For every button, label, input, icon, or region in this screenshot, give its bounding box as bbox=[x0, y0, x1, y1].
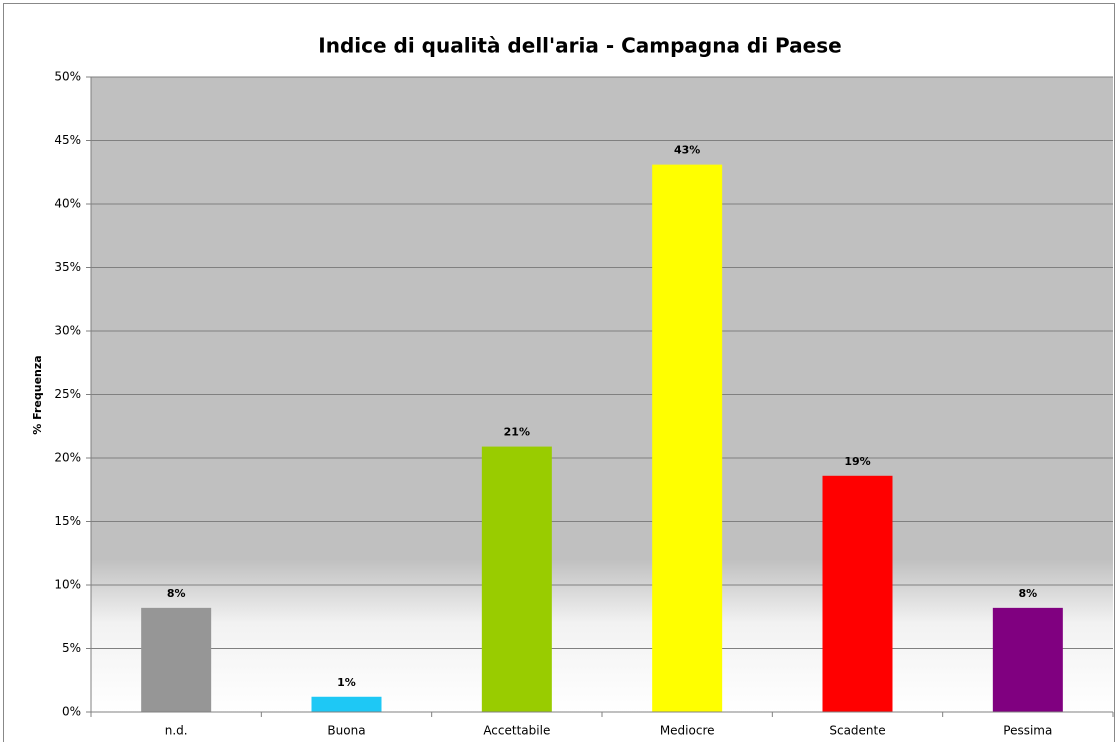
bar bbox=[652, 164, 723, 712]
y-tick-label: 25% bbox=[54, 387, 81, 401]
y-tick-label: 45% bbox=[54, 133, 81, 147]
chart-title: Indice di qualità dell'aria - Campagna d… bbox=[318, 34, 841, 58]
bar bbox=[822, 475, 893, 712]
value-label: 43% bbox=[674, 144, 700, 157]
value-label: 1% bbox=[337, 676, 356, 689]
x-tick-label: Scadente bbox=[829, 724, 885, 738]
bar bbox=[992, 607, 1063, 712]
x-tick-label: Buona bbox=[327, 724, 365, 738]
x-tick-label: n.d. bbox=[165, 724, 188, 738]
y-tick-label: 10% bbox=[54, 578, 81, 592]
y-tick-label: 15% bbox=[54, 514, 81, 528]
value-label: 8% bbox=[1018, 587, 1037, 600]
x-tick-label: Accettabile bbox=[483, 724, 550, 738]
bar bbox=[311, 696, 382, 712]
y-tick-label: 50% bbox=[54, 70, 81, 84]
y-tick-label: 5% bbox=[62, 641, 81, 655]
value-label: 8% bbox=[167, 587, 186, 600]
y-tick-label: 30% bbox=[54, 324, 81, 338]
value-label: 19% bbox=[844, 455, 870, 468]
x-tick-label: Mediocre bbox=[660, 724, 715, 738]
y-tick-label: 20% bbox=[54, 451, 81, 465]
y-tick-label: 35% bbox=[54, 260, 81, 274]
bar bbox=[141, 607, 212, 712]
x-tick-label: Pessima bbox=[1003, 724, 1052, 738]
bar bbox=[481, 446, 552, 712]
y-tick-label: 0% bbox=[62, 705, 81, 719]
y-axis-label: % Frequenza bbox=[31, 355, 44, 434]
value-label: 21% bbox=[504, 426, 530, 439]
y-tick-label: 40% bbox=[54, 197, 81, 211]
